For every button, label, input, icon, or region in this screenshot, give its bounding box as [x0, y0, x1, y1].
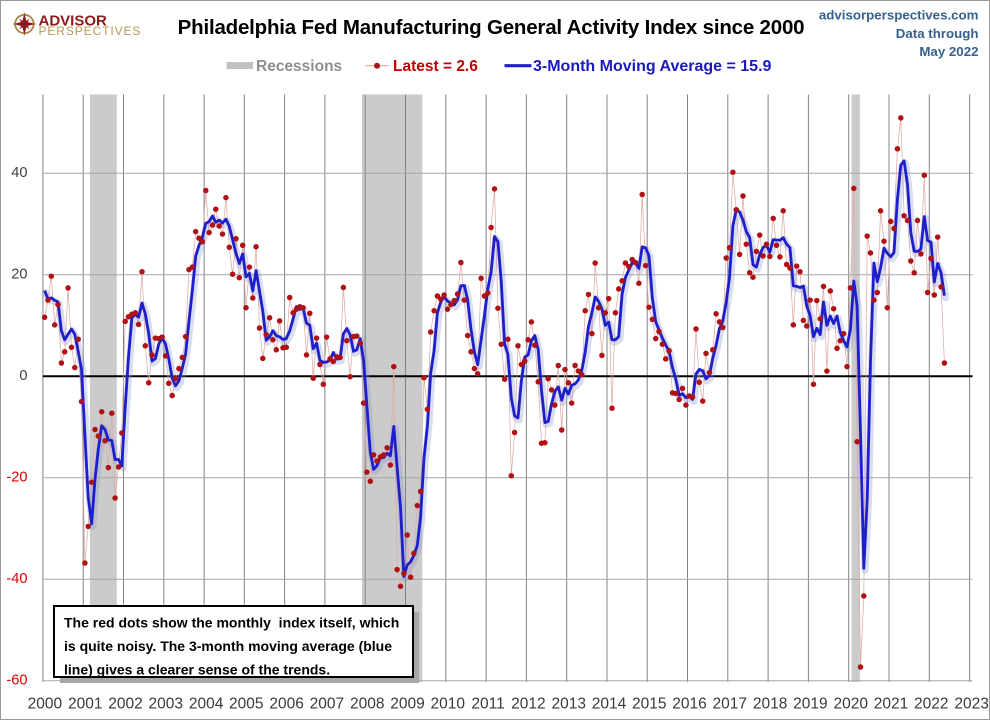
svg-text:2001: 2001 [68, 696, 102, 713]
svg-text:2021: 2021 [874, 696, 908, 713]
svg-text:40: 40 [11, 165, 27, 181]
svg-text:2022: 2022 [914, 696, 948, 713]
svg-text:2012: 2012 [511, 696, 545, 713]
svg-text:2015: 2015 [632, 696, 666, 713]
svg-text:2007: 2007 [310, 696, 344, 713]
svg-text:-20: -20 [6, 469, 27, 485]
svg-text:2010: 2010 [431, 696, 466, 713]
svg-text:-40: -40 [6, 571, 27, 587]
svg-text:The red dots show the monthly: The red dots show the monthly index itse… [64, 615, 399, 631]
svg-text:2019: 2019 [793, 696, 827, 713]
svg-text:May 2022: May 2022 [919, 44, 978, 59]
svg-text:2016: 2016 [672, 696, 706, 713]
svg-text:ADVISOR: ADVISOR [39, 13, 108, 30]
svg-text:2023: 2023 [954, 696, 988, 713]
svg-text:2006: 2006 [269, 696, 303, 713]
svg-text:line) gives a clearer sense of: line) gives a clearer sense of the trend… [64, 662, 330, 678]
svg-text:Data through: Data through [896, 26, 979, 41]
svg-text:2004: 2004 [189, 696, 224, 713]
svg-text:Latest = 2.6: Latest = 2.6 [393, 58, 478, 75]
svg-text:2011: 2011 [471, 696, 504, 713]
svg-text:2003: 2003 [149, 696, 183, 713]
svg-text:PERSPECTIVES: PERSPECTIVES [39, 24, 142, 38]
svg-text:Recessions: Recessions [256, 58, 342, 75]
svg-text:2014: 2014 [592, 696, 627, 713]
svg-text:2009: 2009 [390, 696, 424, 713]
svg-text:2018: 2018 [753, 696, 787, 713]
svg-text:20: 20 [11, 266, 27, 282]
svg-text:2017: 2017 [713, 696, 747, 713]
svg-text:Philadelphia Fed Manufacturing: Philadelphia Fed Manufacturing General A… [178, 16, 805, 39]
svg-text:advisorperspectives.com: advisorperspectives.com [819, 8, 979, 23]
svg-text:2008: 2008 [350, 696, 384, 713]
svg-text:2002: 2002 [108, 696, 142, 713]
svg-text:2005: 2005 [229, 696, 263, 713]
svg-text:-60: -60 [6, 672, 27, 688]
svg-text:is quite noisy. The 3-month mo: is quite noisy. The 3-month moving avera… [64, 638, 392, 654]
svg-text:2000: 2000 [28, 696, 63, 713]
svg-text:2020: 2020 [833, 696, 868, 713]
svg-text:3-Month Moving Average = 15.9: 3-Month Moving Average = 15.9 [533, 58, 772, 75]
svg-text:2013: 2013 [551, 696, 585, 713]
svg-text:0: 0 [19, 368, 27, 384]
